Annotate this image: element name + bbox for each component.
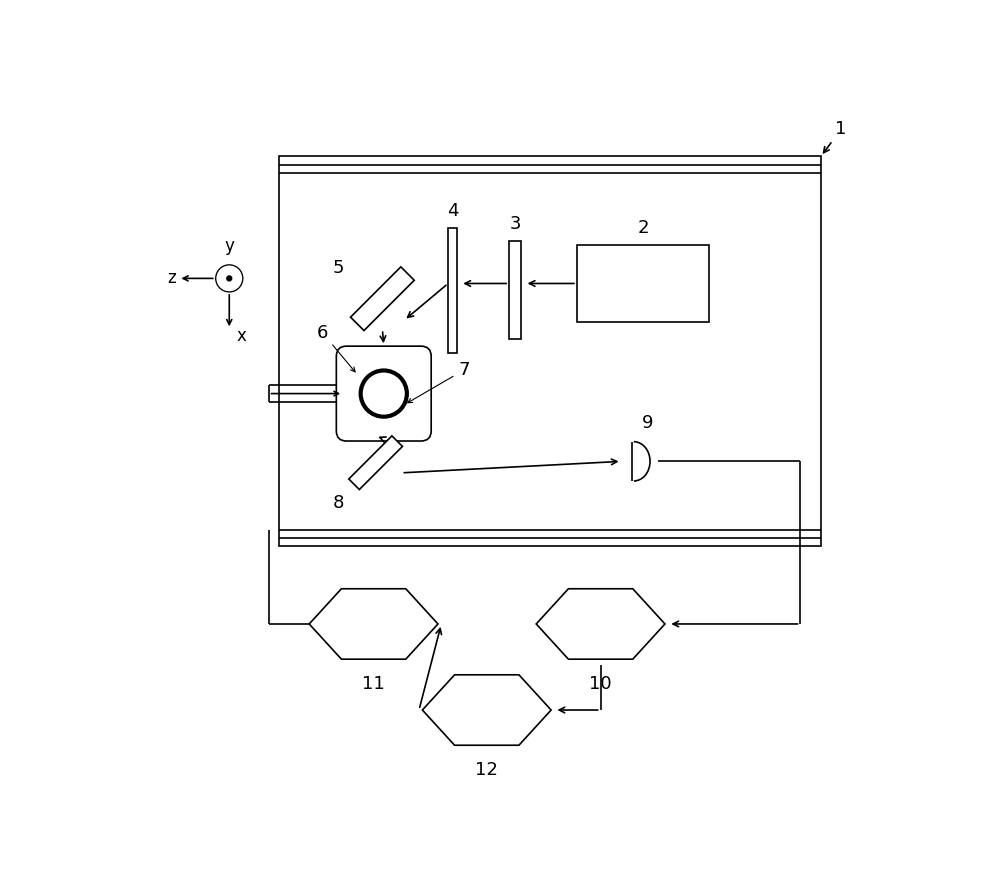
Circle shape: [227, 276, 232, 281]
Text: y: y: [224, 237, 234, 255]
FancyBboxPatch shape: [336, 346, 431, 441]
Text: 9: 9: [642, 414, 654, 432]
Polygon shape: [422, 675, 551, 745]
Text: 2: 2: [637, 218, 649, 237]
Circle shape: [216, 265, 243, 292]
Text: 3: 3: [509, 216, 521, 233]
Text: 6: 6: [317, 324, 355, 372]
Text: 4: 4: [447, 202, 458, 220]
Text: 7: 7: [408, 361, 470, 403]
Text: 1: 1: [824, 121, 847, 153]
Bar: [577, 245, 709, 322]
Polygon shape: [536, 589, 665, 659]
Bar: [279, 157, 821, 546]
Text: 8: 8: [333, 495, 344, 512]
Polygon shape: [351, 267, 414, 331]
Polygon shape: [309, 589, 438, 659]
Text: 12: 12: [475, 760, 498, 779]
Text: z: z: [167, 269, 176, 288]
Text: x: x: [237, 327, 246, 345]
Text: 11: 11: [362, 675, 385, 693]
Bar: [509, 241, 521, 340]
Text: 10: 10: [589, 675, 612, 693]
Text: 5: 5: [333, 260, 344, 277]
Bar: [448, 228, 457, 353]
Polygon shape: [349, 436, 402, 489]
